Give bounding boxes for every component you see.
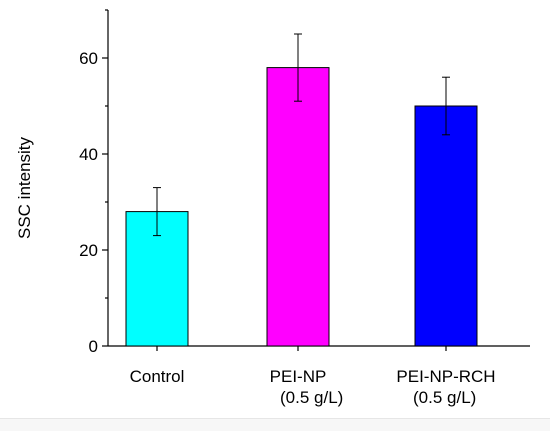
x-category-label: PEI-NP [270, 367, 327, 386]
x-category-label: PEI-NP-RCH [396, 367, 495, 386]
x-category-label: (0.5 g/L) [280, 388, 343, 407]
x-category-label: Control [130, 367, 185, 386]
y-tick-label: 0 [89, 337, 98, 356]
y-axis-title: SSC intensity [15, 136, 34, 239]
bar-2 [266, 67, 330, 347]
plot-area: 0 20 40 60 Control PEI-NP (0.5 g/L) PEI-NP-RCH (… [79, 9, 530, 407]
y-tick-label: 60 [79, 49, 98, 68]
y-tick-label: 20 [79, 241, 98, 260]
bottom-divider-band [0, 418, 550, 431]
x-category-label: (0.5 g/L) [413, 388, 476, 407]
bar-3 [414, 105, 478, 347]
y-tick-label: 40 [79, 145, 98, 164]
